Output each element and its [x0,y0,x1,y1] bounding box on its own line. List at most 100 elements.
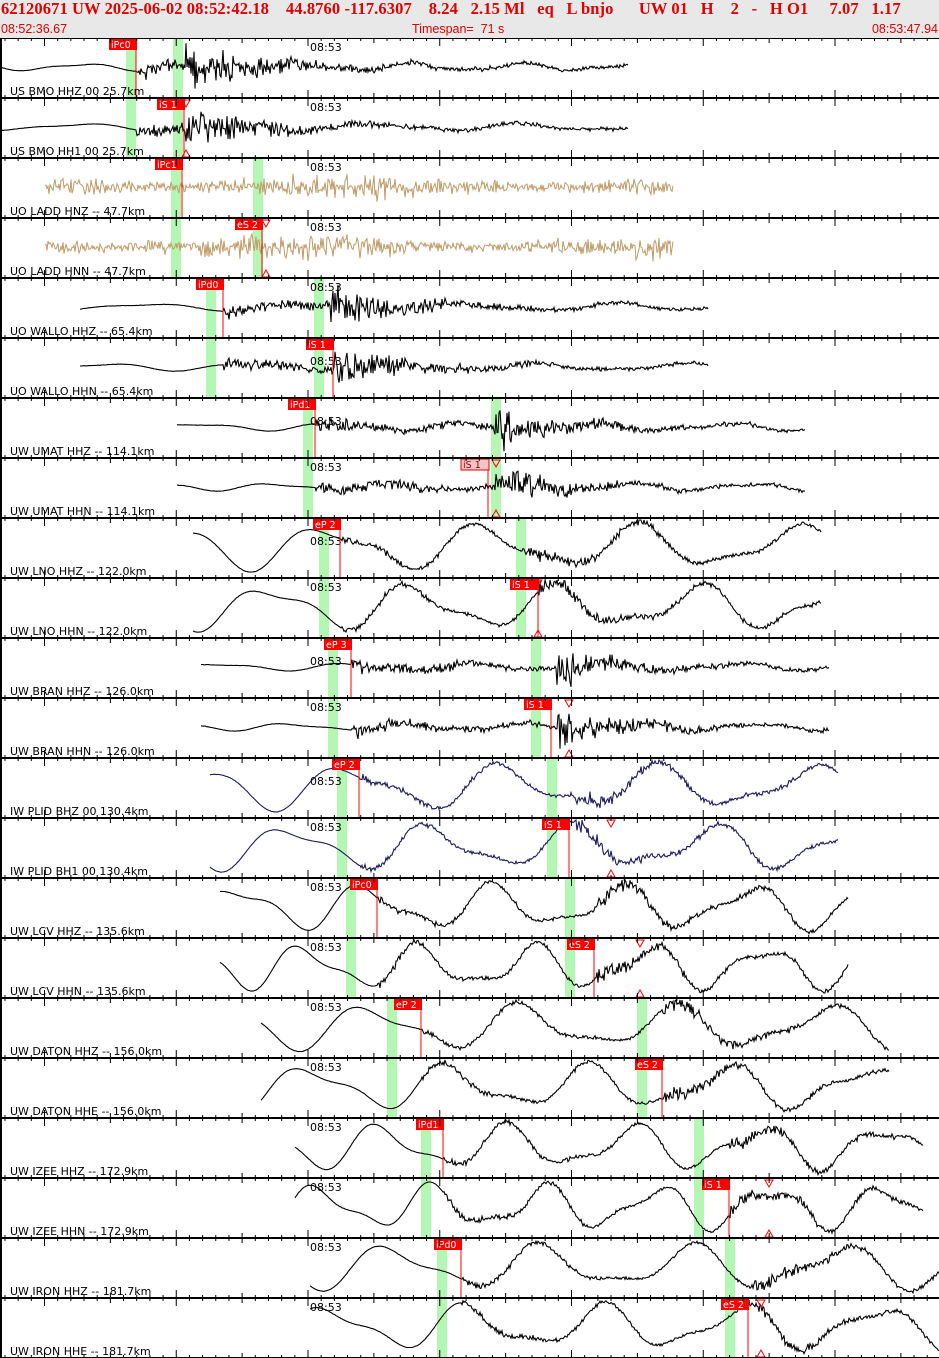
channel-label: UW IZEE HHZ -- 172.9km [10,1165,148,1178]
pick-label-box[interactable] [434,1239,462,1250]
pick-label-box[interactable] [567,939,595,950]
pick-label: iS 1 [512,580,530,591]
channel-panel[interactable]: 08:53 iPd0 UW IRON HHZ -- 181.7km [10,1238,939,1298]
pick-window [206,338,216,398]
arrival-marker-icon[interactable] [606,819,616,829]
channel-label: US BMO HHZ 00 25.7km [10,85,144,98]
arrival-marker-icon[interactable] [756,1348,766,1358]
pick-label-box[interactable] [702,1179,730,1190]
arrival-marker-icon[interactable] [261,219,271,229]
channel-panel[interactable]: 08:53 iS 1 UW UMAT HHN -- 114.1km [10,458,806,518]
pick-label-box[interactable] [235,219,263,230]
pick-window [303,398,313,458]
pick-label-box[interactable] [306,339,334,350]
channel-panel[interactable]: 08:53 iS 1 UW BRAN HHN -- 126.0km [10,698,830,758]
pick-label: iS 1 [159,100,177,111]
pick-window [547,818,557,878]
pick-label-box[interactable] [524,699,552,710]
channel-label: UW BRAN HHN -- 126.0km [10,745,155,758]
pick-label-box[interactable] [635,1059,663,1070]
channel-panel[interactable]: 08:53 eS 2 UW LCV HHN -- 135.6km [10,938,849,998]
pick-window [387,1058,397,1118]
channel-panel[interactable]: 08:53 iS 1 UO WALLO HHN -- 65.4km [10,338,709,398]
pick-label-box[interactable] [542,819,570,830]
pick-label: eS 2 [723,1300,744,1311]
time-tick-label: 08:53 [310,881,342,894]
channel-panel[interactable]: 08:53 iPd0 UO WALLO HHZ -- 65.4km [10,278,709,338]
channel-panel[interactable]: 08:53 eS 2 UW DATON HHE -- 156.0km [10,1058,890,1118]
pick-label-box[interactable] [510,579,539,590]
pick-label-box[interactable] [109,39,137,50]
pick-label-box[interactable] [332,759,360,770]
pick-label-box[interactable] [288,399,316,410]
arrival-marker-icon[interactable] [756,1299,766,1309]
channel-panel[interactable]: 08:53 eP 3 UW BRAN HHZ -- 126.0km [10,638,830,698]
waveform-trace [309,1239,939,1295]
waveform-trace [176,410,806,452]
pick-label-box[interactable] [721,1299,749,1310]
arrival-marker-icon[interactable] [533,579,543,589]
pick-label: eS 2 [637,1060,658,1071]
time-tick-label: 08:53 [310,701,342,714]
pick-window [516,518,526,578]
channel-panel[interactable]: 08:53 iPc0 US BMO HHZ 00 25.7km [0,38,629,98]
channel-panel[interactable]: 08:53 iS 1UW IZEE HHN -- 172.9km [10,1178,924,1238]
channel-panel[interactable]: 08:53 iPc0 UW LCV HHZ -- 135.6km [10,878,849,938]
channel-panel[interactable]: 08:53 eS 2 UO LADD HNN -- 47.7km [10,218,674,278]
arrival-marker-icon[interactable] [491,459,501,469]
pick-label-box[interactable] [394,999,422,1010]
pick-label: iPd1 [290,400,310,411]
pick-label-box[interactable] [155,159,183,170]
pick-window [437,1238,447,1298]
waveform-trace [79,284,709,323]
channel-label: UW IRON HHZ -- 181.7km [10,1285,151,1298]
pick-window [565,878,575,938]
channel-label: UW LNO HHN -- 122.0km [10,625,147,638]
channel-label: IW PLID BH1 00 130.4km [10,865,148,878]
arrival-marker-icon[interactable] [181,148,191,158]
channel-panel[interactable]: 08:53 iPd1 UW IZEE HHZ -- 172.9km [10,1118,924,1178]
channel-label: UW UMAT HHZ -- 114.1km [10,445,154,458]
pick-label: eS 2 [569,940,590,951]
pick-label-box[interactable] [196,279,224,290]
channel-panel[interactable]: 08:53 iS 1 UW LNO HHN -- 122.0km [10,578,822,638]
channel-label: UO LADD HNN -- 47.7km [10,265,146,278]
pick-label: iS 1 [704,1180,722,1191]
pick-window [171,158,181,218]
waveform-trace [176,470,806,498]
waveform-trace [209,758,839,813]
pick-window [516,578,526,638]
channel-panel[interactable]: 08:53 iS 1 IW PLID BH1 00 130.4km [10,818,839,878]
channel-panel[interactable]: 08:53 eP 2 UW LNO HHZ -- 122.0km [10,518,822,578]
pick-window [173,38,183,98]
time-tick-label: 08:53 [310,461,342,474]
pick-label-box[interactable] [313,519,341,530]
channel-panel[interactable]: 08:53 iPc1 UO LADD HNZ -- 47.7km [10,158,674,218]
pick-label: iPd0 [198,280,218,291]
arrival-marker-icon[interactable] [181,99,191,109]
pick-label: eP 2 [315,520,336,531]
pick-label-box[interactable] [416,1119,444,1130]
time-tick-label: 08:53 [310,355,342,368]
pick-label: iS 1 [463,460,481,471]
channel-label: UW IRON HHE -- 181.7km [10,1345,151,1358]
pick-label-box[interactable] [157,99,185,110]
arrival-marker-icon[interactable] [635,939,645,949]
waveform-trace [200,713,830,749]
end-time: 08:53:47.94 [871,22,938,36]
pick-label: eP 3 [326,640,347,651]
channel-panel[interactable]: 08:53 eS 2 UW IRON HHE -- 181.7km [10,1298,939,1358]
channel-panel[interactable]: 08:53 eP 2 UW DATON HHZ -- 156.0km [10,998,890,1058]
pick-label: iPc1 [157,160,177,171]
pick-window [387,998,397,1058]
pick-label: iPc0 [352,880,372,891]
pick-label-box[interactable] [324,639,352,650]
pick-label-box[interactable] [350,879,378,890]
channel-panel[interactable]: 08:53 eP 2 IW PLID BHZ 00 130.4km [10,758,839,818]
pick-window [346,878,356,938]
pick-label: eP 2 [396,1000,417,1011]
arrival-marker-icon[interactable] [564,699,574,709]
